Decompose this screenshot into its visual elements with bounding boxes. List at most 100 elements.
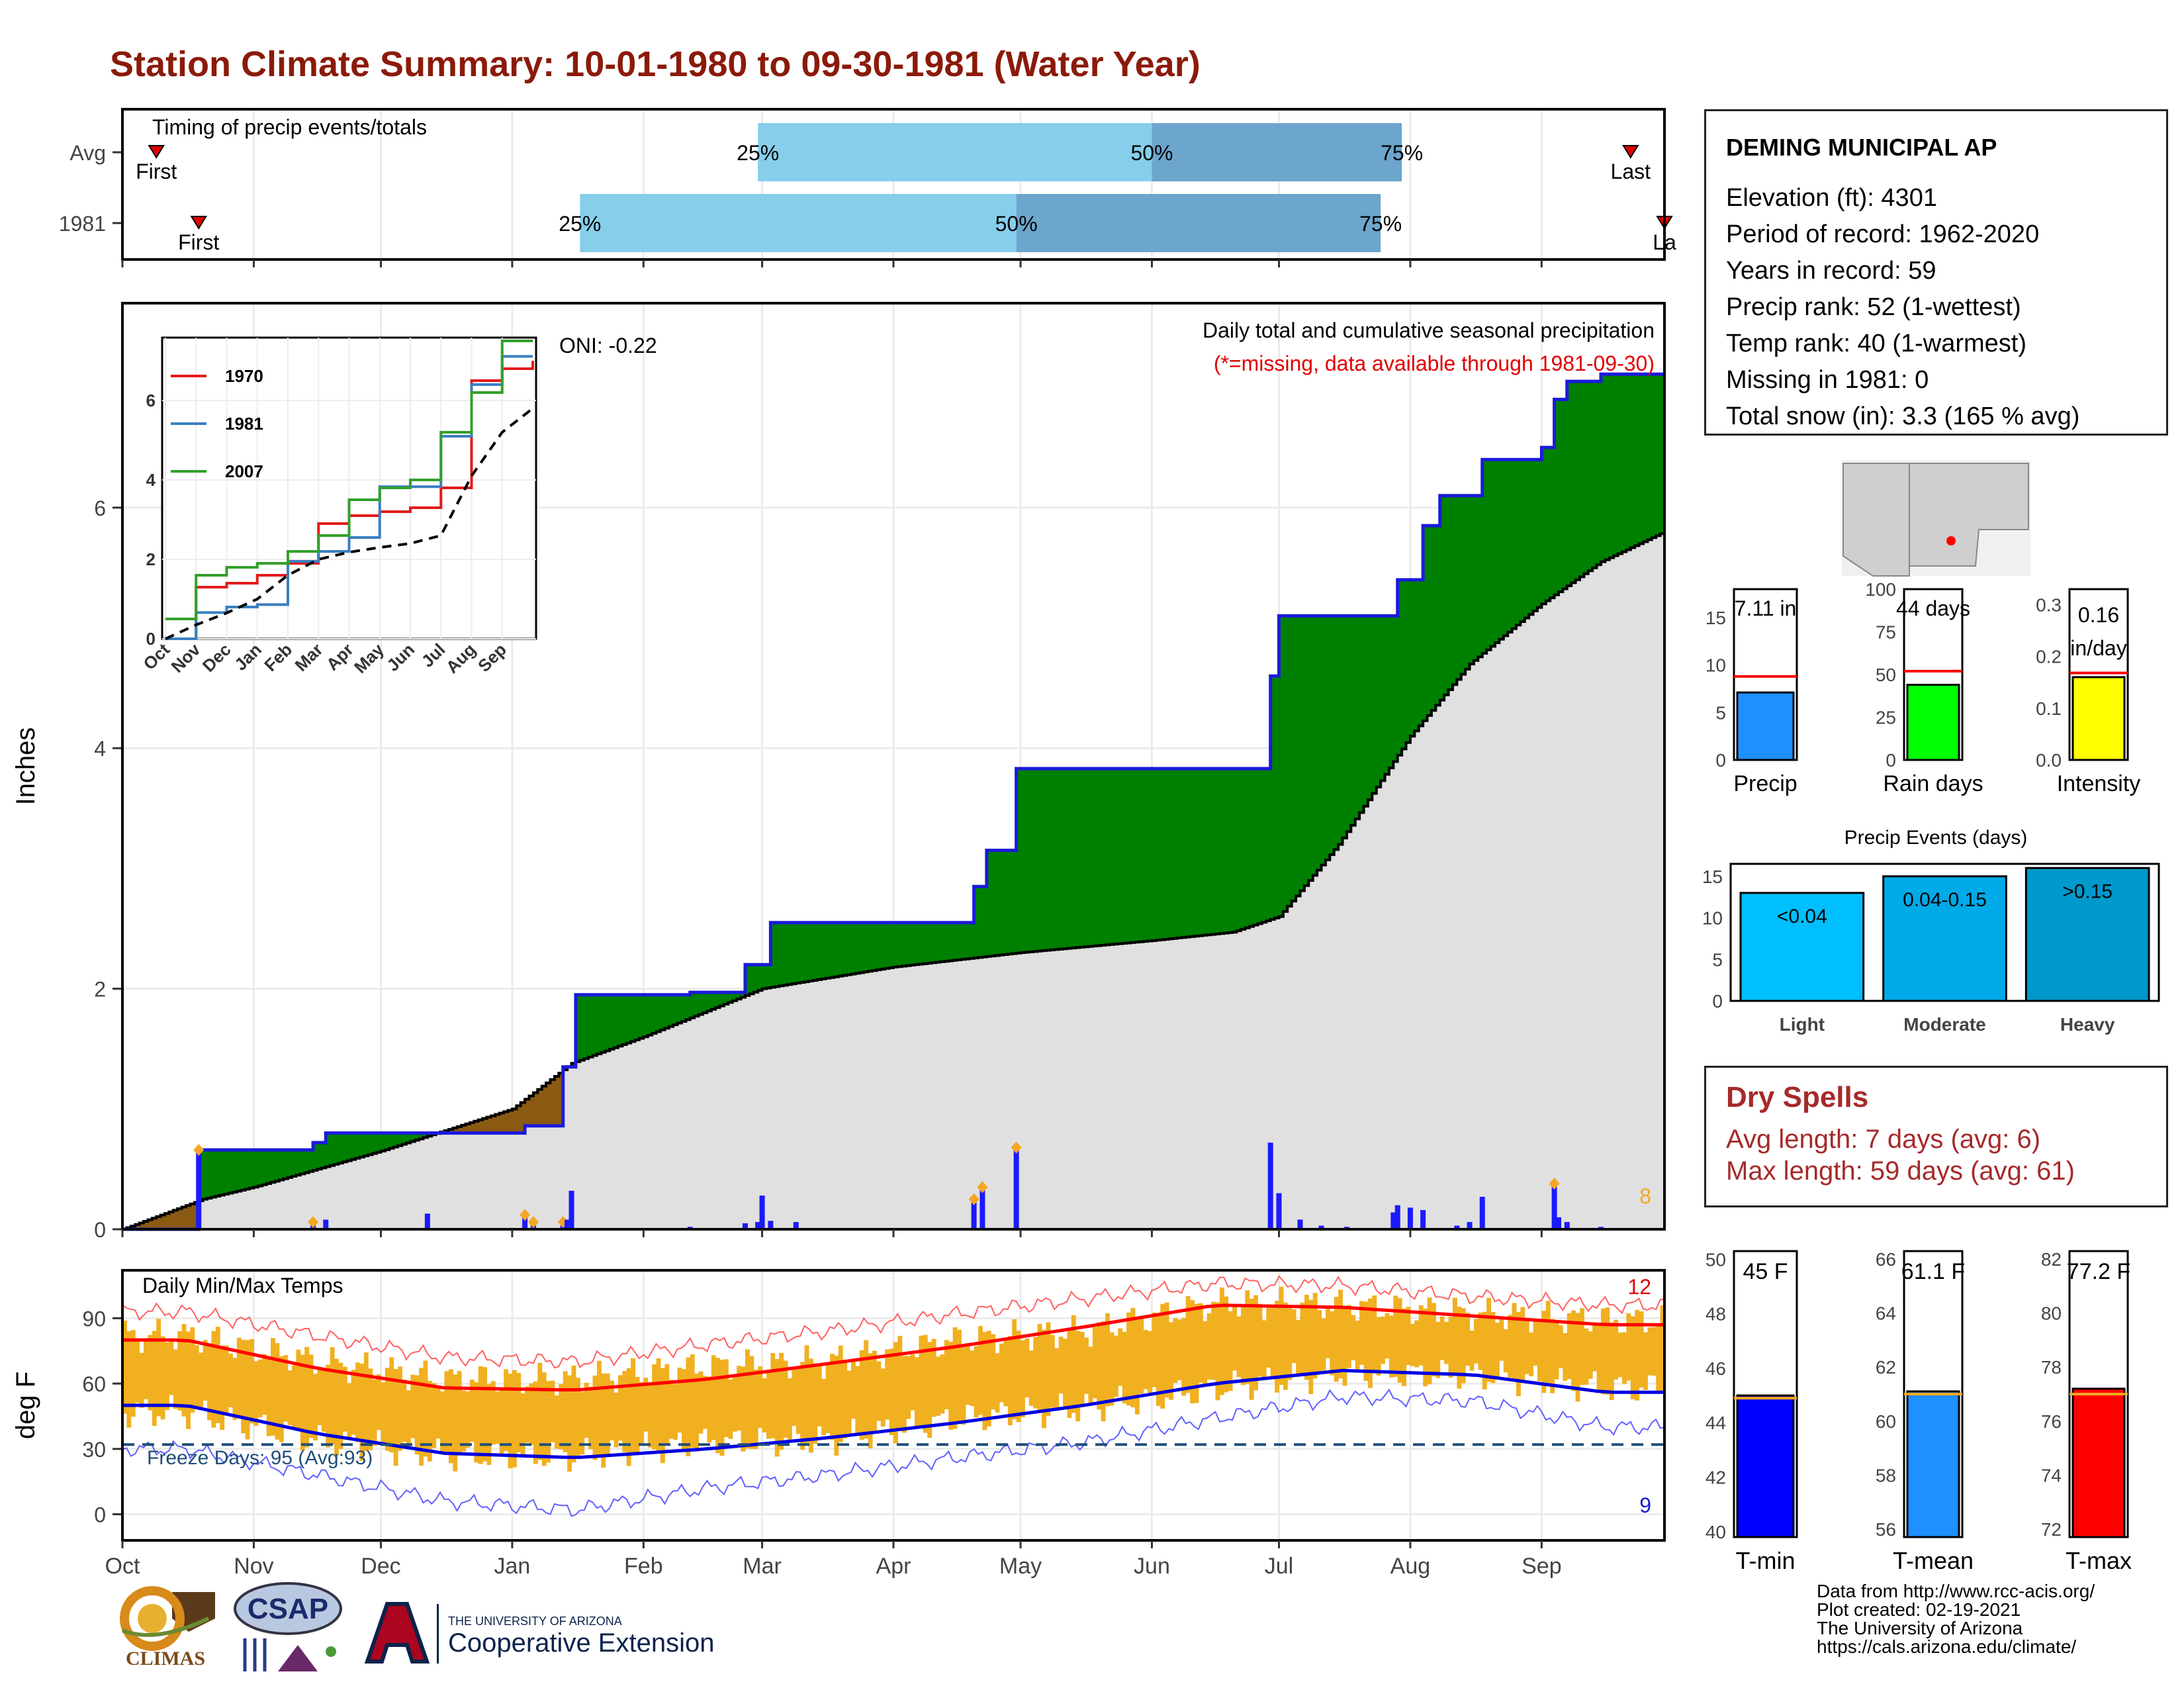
precip-above-normal-band <box>1253 769 1259 925</box>
temp-daily-bar <box>275 1343 280 1440</box>
temp-daily-bar <box>1042 1329 1046 1429</box>
temp-daily-bar <box>1410 1323 1415 1366</box>
precip-normal-fill <box>499 1133 504 1229</box>
precip-daily-bar <box>424 1213 430 1229</box>
events-value-label: >0.15 <box>2062 880 2113 902</box>
precip-normal-fill <box>1118 943 1123 1229</box>
temp-daily-bar <box>986 1331 991 1427</box>
precip-above-normal-band <box>1266 769 1271 921</box>
temp-daily-bar <box>813 1363 818 1444</box>
precip-above-normal-band <box>372 1133 377 1154</box>
inset-series-average <box>165 407 534 640</box>
precip-above-normal-band <box>952 922 958 961</box>
precip-above-normal-band <box>842 922 848 976</box>
precip-below-normal-band <box>190 1203 195 1229</box>
precip-normal-fill <box>1567 585 1572 1229</box>
precip-normal-fill <box>469 1133 475 1229</box>
precip-below-normal-band <box>482 1118 488 1133</box>
timing-row-label: 1981 <box>59 212 106 236</box>
precip-normal-fill <box>1469 664 1475 1229</box>
precip-normal-fill <box>893 966 899 1229</box>
temp-daily-bar <box>1028 1350 1034 1406</box>
temp-daily-bar <box>1414 1320 1420 1368</box>
precip-normal-fill <box>605 1051 610 1229</box>
precip-normal-fill <box>927 963 933 1229</box>
temp-daily-bar <box>419 1368 424 1466</box>
temp-daily-bar <box>770 1353 776 1438</box>
temp-daily-bar <box>944 1340 949 1409</box>
precip-normal-fill <box>236 1191 242 1229</box>
precip-above-normal-band <box>1198 769 1203 936</box>
precip-normal-fill <box>690 1017 695 1229</box>
temp-daily-bar <box>554 1395 559 1449</box>
precip-above-normal-band <box>1465 495 1471 669</box>
credit-plot-date: Plot created: 02-19-2021 <box>1817 1599 2021 1620</box>
precip-normal-fill <box>1240 929 1246 1229</box>
temp-daily-bar <box>490 1381 496 1445</box>
precip-normal-fill <box>440 1133 445 1229</box>
precip-above-normal-band <box>1439 495 1445 700</box>
precip-above-normal-band <box>1211 769 1216 935</box>
precip-normal-fill <box>427 1136 432 1229</box>
temp-daily-bar <box>1232 1307 1237 1371</box>
temp-daily-bar <box>1435 1321 1441 1378</box>
precip-normal-fill <box>283 1178 289 1229</box>
temp-daily-bar <box>211 1331 216 1428</box>
precip-daily-bar <box>565 1219 570 1229</box>
temp-daily-bar <box>1439 1316 1445 1360</box>
precip-y-tick-label: 4 <box>94 737 106 761</box>
timing-bar-q50-q75 <box>1016 194 1381 252</box>
temp-daily-bar <box>723 1359 729 1438</box>
precip-above-normal-band <box>1524 459 1529 618</box>
precip-normal-fill <box>821 978 827 1229</box>
temp-daily-bar <box>440 1391 445 1454</box>
precip-above-normal-band <box>690 992 695 1018</box>
precip-below-normal-band <box>559 1073 564 1126</box>
precip-normal-fill <box>1397 755 1402 1229</box>
precip-normal-fill <box>304 1172 310 1229</box>
precip-normal-fill <box>224 1194 229 1229</box>
station-name: DEMING MUNICIPAL AP <box>1726 134 1997 161</box>
precip-above-normal-band <box>664 994 670 1029</box>
precip-normal-fill <box>1482 653 1487 1229</box>
precip-normal-fill <box>1012 953 1017 1229</box>
precip-normal-fill <box>338 1163 343 1229</box>
station-info-panel: DEMING MUNICIPAL AP Elevation (ft): 4301… <box>1704 109 2168 436</box>
precip-above-normal-band <box>719 992 725 1006</box>
precip-normal-fill <box>1592 567 1598 1229</box>
precip-above-normal-band <box>292 1150 297 1177</box>
temp-daily-bar <box>313 1374 318 1440</box>
temp-daily-bar <box>1266 1307 1271 1368</box>
temp-daily-bar <box>1219 1287 1224 1395</box>
precip-above-normal-band <box>766 964 771 988</box>
precip-normal-fill <box>923 963 928 1229</box>
precip-above-normal-band <box>1088 769 1093 947</box>
precip-event-marker <box>520 1209 531 1221</box>
summary-category-label: Intensity <box>2057 771 2141 796</box>
precip-normal-fill <box>1249 926 1254 1229</box>
dry-spells-max: Max length: 59 days (avg: 61) <box>1726 1156 2075 1186</box>
temp-daily-bar <box>1075 1331 1081 1422</box>
precip-normal-fill <box>1177 937 1182 1229</box>
precip-normal-fill <box>1457 679 1462 1229</box>
precip-normal-fill <box>1300 890 1305 1229</box>
precip-normal-fill <box>1579 577 1584 1229</box>
ua-logo-line1: THE UNIVERSITY OF ARIZONA <box>448 1615 622 1628</box>
temp-daily-bar <box>283 1355 289 1422</box>
precip-above-normal-band <box>1279 616 1284 917</box>
precip-above-normal-band <box>1130 769 1136 943</box>
temp-daily-bar <box>901 1356 907 1433</box>
precip-normal-fill <box>1046 950 1051 1229</box>
temp-daily-bar <box>745 1349 750 1449</box>
precip-above-normal-band <box>321 1143 326 1168</box>
temp-daily-bar <box>1656 1325 1661 1394</box>
precip-normal-fill <box>453 1133 458 1229</box>
precip-normal-fill <box>834 976 839 1229</box>
temp-daily-bar <box>1308 1299 1314 1395</box>
precip-above-normal-band <box>313 1143 318 1170</box>
temp-daily-bar <box>406 1390 411 1446</box>
temp-daily-bar <box>571 1365 576 1463</box>
precip-normal-fill <box>974 958 979 1229</box>
